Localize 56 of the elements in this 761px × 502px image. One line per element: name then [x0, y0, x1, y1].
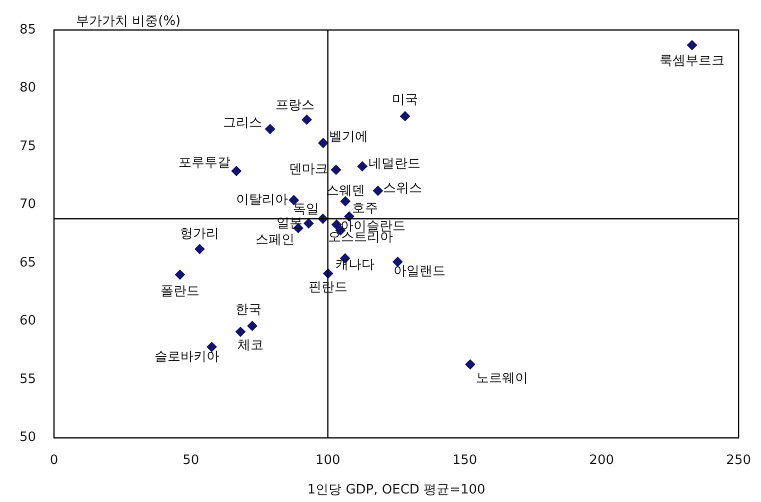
- annotation: 네덜란드: [368, 156, 420, 172]
- point: [465, 359, 476, 370]
- annotation: 독일: [292, 202, 319, 218]
- point: [235, 326, 246, 337]
- annotation: 스페인: [255, 232, 294, 248]
- annotation: 호주: [352, 200, 378, 216]
- x-tick-label: 100: [315, 452, 340, 468]
- annotation: 한국: [235, 302, 262, 318]
- annotation: 체코: [237, 338, 264, 354]
- y-tick-label: 80: [19, 80, 36, 96]
- annotation: 헝가리: [180, 226, 220, 242]
- annotation: 일본: [276, 216, 303, 231]
- annotation: 스위스: [382, 181, 422, 196]
- point: [194, 244, 205, 254]
- point: [265, 124, 276, 134]
- point: [302, 114, 312, 125]
- y-tick-label: 55: [19, 372, 36, 387]
- x-tick-label: 0: [50, 452, 58, 468]
- point: [174, 270, 185, 280]
- annotation: 오스트리아: [328, 230, 393, 245]
- y-tick-label: 75: [19, 138, 36, 154]
- point: [357, 161, 368, 172]
- point: [247, 320, 258, 331]
- annotation: 캐나다: [336, 258, 375, 273]
- annotation: 그리스: [223, 115, 262, 130]
- y-tick-label: 70: [19, 197, 36, 212]
- point: [332, 220, 342, 230]
- point: [304, 218, 314, 228]
- annotation: 포루투갈: [178, 155, 230, 170]
- annotation: 아일랜드: [394, 264, 446, 280]
- annotation: 덴마크: [289, 162, 328, 178]
- y-tick-label: 65: [19, 255, 36, 270]
- annotation: 이탈리아: [236, 192, 288, 208]
- y-axis-title: 부가가치 비중(%): [76, 14, 181, 29]
- annotation: 노르웨이: [476, 370, 528, 386]
- x-tick-label: 50: [182, 452, 200, 468]
- x-tick-label: 250: [726, 452, 752, 468]
- x-tick-label: 200: [589, 452, 614, 468]
- y-tick-label: 60: [19, 314, 36, 329]
- point: [318, 138, 328, 148]
- x-axis-title: 1인당 GDP, OECD 평균=100: [307, 482, 486, 498]
- annotation: 폴란드: [160, 284, 200, 300]
- point: [340, 196, 350, 206]
- point: [231, 166, 242, 176]
- annotation: 벨기에: [329, 129, 368, 144]
- x-tick-label: 150: [452, 452, 478, 468]
- annotation: 미국: [392, 92, 418, 108]
- annotation: 룩셈부르크: [660, 54, 725, 69]
- y-tick-label: 85: [19, 22, 36, 38]
- annotation: 슬로바키아: [154, 349, 220, 364]
- annotation: 프랑스: [275, 98, 314, 114]
- point: [331, 164, 342, 175]
- point: [400, 111, 410, 122]
- y-tick-label: 50: [19, 430, 36, 446]
- point: [687, 40, 698, 50]
- point: [372, 186, 383, 196]
